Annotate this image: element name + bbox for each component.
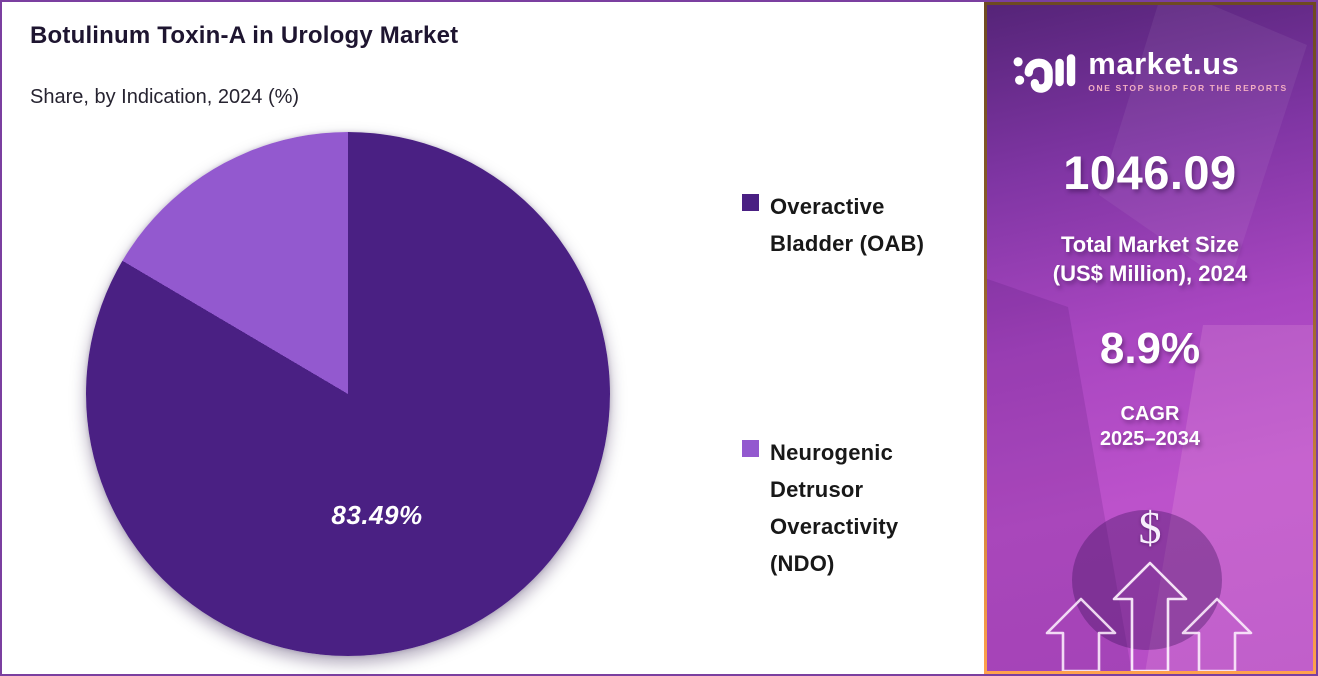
cagr-label-line1: CAGR (1120, 403, 1180, 425)
legend-item-ndo: Neurogenic Detrusor Overactivity (NDO) (742, 434, 898, 582)
brand-name: market.us (1088, 46, 1240, 81)
brand-sidebar-panel: market.us ONE STOP SHOP FOR THE REPORTS … (987, 5, 1313, 671)
cagr-label: CAGR 2025–2034 (987, 402, 1313, 452)
cagr-label-line2: 2025–2034 (1099, 428, 1201, 450)
pie-slice-data-label: 83.49% (331, 500, 423, 530)
legend-item-oab: Overactive Bladder (OAB) (742, 188, 924, 262)
market-size-label: Total Market Size (US$ Million), 2024 (987, 230, 1313, 288)
chart-subtitle: Share, by Indication, 2024 (%) (30, 86, 300, 108)
legend-label: Neurogenic Detrusor Overactivity (NDO) (770, 440, 899, 576)
growth-arrows-icon (1045, 561, 1253, 671)
pie-chart (86, 132, 610, 656)
cagr-value: 8.9% (1099, 324, 1201, 373)
brand-sidebar: market.us ONE STOP SHOP FOR THE REPORTS … (984, 2, 1316, 674)
legend-label: Overactive Bladder (OAB) (770, 194, 925, 256)
marketus-logo-icon (1013, 54, 1076, 93)
brand-tagline: ONE STOP SHOP FOR THE REPORTS (1088, 83, 1288, 93)
brand-logo: market.us ONE STOP SHOP FOR THE REPORTS (987, 45, 1313, 97)
legend-swatch (742, 440, 759, 457)
chart-title: Botulinum Toxin-A in Urology Market (30, 22, 459, 49)
dollar-icon: $ (1138, 502, 1162, 553)
chart-area: Botulinum Toxin-A in Urology Market Shar… (2, 2, 984, 674)
brand-logo-text: market.us ONE STOP SHOP FOR THE REPORTS (1088, 46, 1288, 93)
legend-swatch (742, 194, 759, 211)
market-size-label-line1: Total Market Size (1060, 232, 1240, 257)
market-size-label-line2: (US$ Million), 2024 (1052, 261, 1248, 286)
market-size-value: 1046.09 (1063, 146, 1237, 199)
